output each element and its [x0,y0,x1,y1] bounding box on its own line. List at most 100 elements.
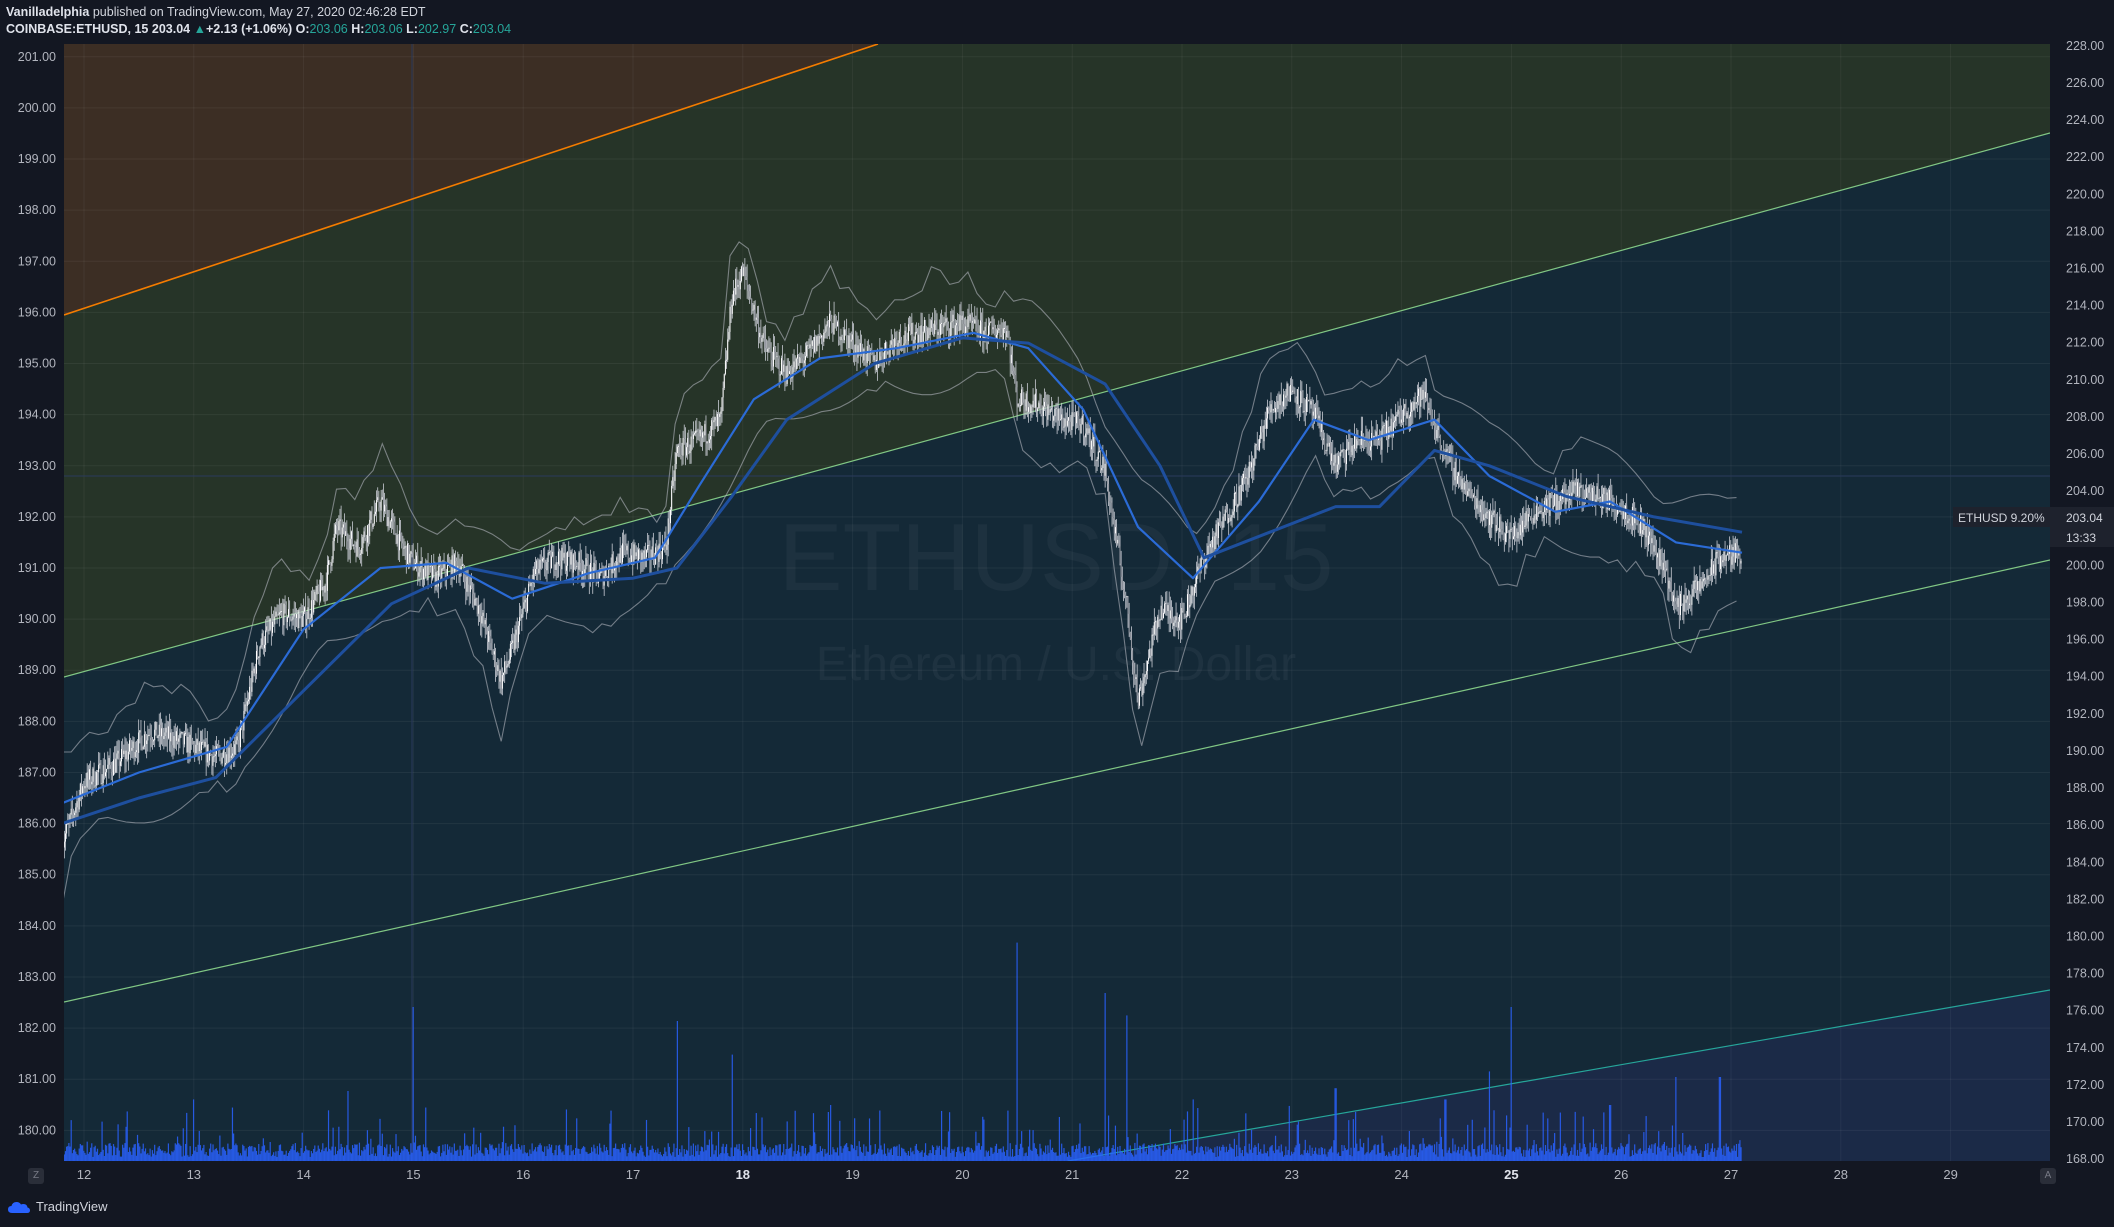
candle-body [400,530,402,534]
tradingview-cloud-icon [8,1201,30,1213]
volume-bar [1164,1151,1166,1161]
volume-bar [1242,1156,1245,1161]
candle-body [823,332,825,342]
volume-bar [389,1144,391,1161]
candle-body [1095,460,1097,462]
volume-bar [1241,1150,1243,1161]
volume-bar [768,1156,770,1161]
candle-body [1683,595,1685,612]
volume-bar [1518,1146,1520,1161]
volume-bar [973,1152,975,1161]
candle-body [1120,563,1122,577]
volume-bar [472,1144,474,1161]
candle-body [722,387,724,398]
candle-body [942,322,944,328]
candle-body [1286,383,1288,396]
volume-bar [1548,1149,1550,1161]
candle-body [1374,436,1376,438]
candles [64,258,1742,859]
volume-bar [689,1155,691,1161]
volume-bar [1624,1146,1627,1161]
candle-body [777,356,779,359]
volume-bar [324,1148,326,1161]
candle-body [735,278,737,295]
volume-bar [589,1152,592,1161]
volume-bar [735,1147,737,1161]
candle-body [1013,371,1015,374]
candle-body [634,544,636,557]
candle-body [1213,536,1215,550]
candle-body [1124,590,1126,595]
candle-body [131,747,133,751]
volume-bar [647,1146,649,1161]
volume-bar [505,1143,507,1161]
volume-bar [1143,1143,1145,1161]
right-price-axis[interactable]: 228.00226.00224.00222.00220.00218.00216.… [2066,39,2104,1166]
symbol-label[interactable]: COINBASE:ETHUSD, 15 [6,22,149,36]
volume-bar [554,1149,556,1161]
candle-body [633,544,635,563]
volume-bar [1277,1149,1279,1161]
candle-body [850,339,852,342]
volume-bar [1526,1124,1528,1161]
volume-bar [98,1155,100,1161]
log-scale-z-button[interactable]: Z [28,1168,44,1184]
volume-bar [1611,1147,1613,1161]
volume-bar [157,1147,159,1161]
volume-bar [1142,1144,1144,1161]
candle-body [1462,479,1464,490]
candle-body [838,321,840,340]
volume-bar [339,1149,341,1161]
candle-body [262,633,264,649]
volume-bar [615,1143,617,1161]
candle-body [943,323,945,328]
volume-bar [1340,1155,1342,1161]
candle-body [547,552,549,562]
candle-body [416,555,418,563]
volume-bar [84,1152,86,1161]
candle-body [217,746,219,750]
candle-body [158,724,160,737]
candle-body [404,546,406,548]
volume-bar [170,1155,172,1161]
volume-bar [347,1091,349,1161]
candle-body [465,581,467,592]
volume-bar [273,1152,275,1161]
volume-bar [1206,1151,1208,1161]
candle-body [909,324,911,327]
volume-bar [841,1152,843,1161]
candle-body [87,772,89,780]
candle-body [1353,434,1355,449]
volume-bar [1683,1155,1685,1161]
volume-bar [1680,1153,1683,1161]
candle-body [1038,402,1040,409]
candle-body [471,585,473,588]
candle-body [1686,595,1688,600]
candle-body [350,531,352,539]
volume-bar [765,1152,768,1161]
volume-bar [619,1152,621,1161]
candle-body [1209,543,1211,548]
volume-bar [1565,1147,1567,1161]
candle-body [182,731,184,745]
tradingview-logo[interactable]: TradingView [8,1199,108,1214]
volume-bar [873,1153,875,1161]
volume-bar [618,1149,620,1161]
time-axis[interactable]: 12 13 14 15 16 17 18 19 20 21 22 23 24 25 26 27 28 29 [77,1167,1958,1182]
volume-bar [1264,1152,1266,1161]
candle-body [989,322,991,326]
author-name[interactable]: Vanilladelphia [6,5,90,19]
volume-bar [1628,1134,1630,1161]
volume-bar [626,1156,628,1161]
candle-body [1271,404,1273,411]
candle-body [110,765,112,773]
volume-bar [1636,1153,1638,1161]
left-price-axis[interactable]: 201.00200.00199.00198.00197.00196.00195.… [18,50,56,1138]
volume-bar [915,1143,918,1161]
right-axis-label: 210.00 [2066,373,2104,387]
auto-scale-button[interactable]: A [2040,1168,2056,1184]
price-chart[interactable]: ETHUSD, 15 Ethereum / U.S. Dollar 201.00… [0,0,2114,1188]
candle-body [96,771,98,773]
candle-body [1367,441,1369,443]
volume-bar [573,1154,576,1161]
